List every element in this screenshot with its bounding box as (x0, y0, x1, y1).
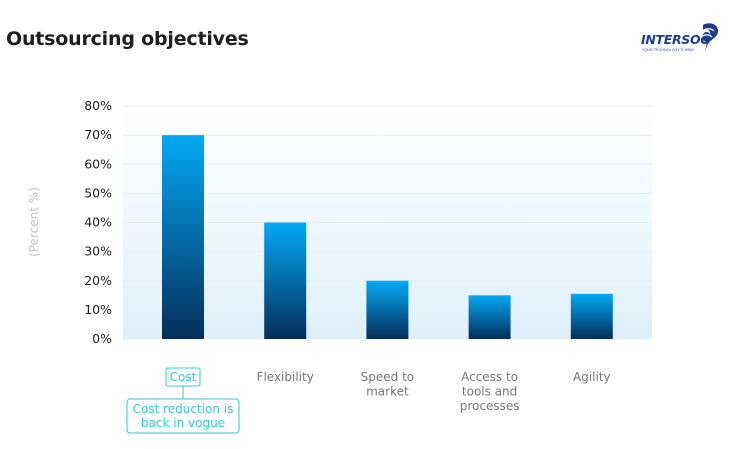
annotation-box (126, 398, 240, 434)
bar (162, 135, 204, 339)
logo-tagline: YOUR TECHNOLOGY'S MIND (642, 48, 694, 52)
bar (570, 293, 613, 339)
y-tick-label: 30% (84, 244, 112, 259)
y-tick-label: 0% (92, 331, 112, 346)
y-tick-label: 50% (84, 185, 112, 200)
annotation-text: back in vogue (141, 416, 225, 430)
y-tick-label: 20% (84, 273, 112, 288)
y-tick-label: 60% (84, 156, 112, 171)
x-tick-label: market (366, 385, 409, 399)
y-tick-label: 80% (84, 98, 112, 113)
gridlines (123, 105, 652, 340)
y-tick-label: 40% (84, 215, 112, 230)
x-tick-label: Flexibility (257, 370, 314, 384)
y-axis-label: (Percent %) (27, 187, 41, 257)
bar (366, 280, 409, 339)
x-tick-label: processes (460, 399, 520, 413)
x-tick-label: Agility (573, 370, 611, 384)
y-axis-ticks: 0% 10% 20% 30% 40% 50% 60% 70% 80% (84, 98, 112, 346)
x-tick-label: Cost (170, 370, 197, 384)
bar (264, 222, 307, 339)
bar (468, 295, 511, 339)
y-tick-label: 70% (84, 127, 112, 142)
annotation-text: Cost reduction is (133, 402, 234, 416)
y-tick-label: 10% (84, 302, 112, 317)
x-tick-label: Access to (461, 370, 518, 384)
chart-title: Outsourcing objectives (6, 28, 249, 50)
bars (162, 135, 613, 339)
x-tick-label: Speed to (361, 370, 414, 384)
x-tick-label: tools and (462, 385, 517, 399)
runner-logo-icon (699, 23, 719, 51)
company-logo: INTERSOG YOUR TECHNOLOGY'S MIND (641, 22, 721, 56)
logo-text: INTERSOG (641, 32, 711, 47)
